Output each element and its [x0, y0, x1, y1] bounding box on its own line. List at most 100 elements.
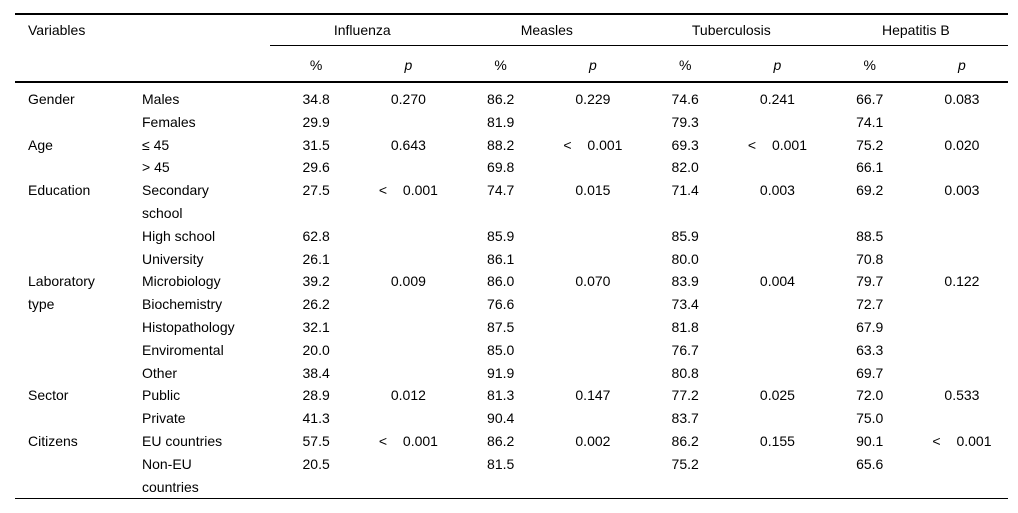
percent-value: 85.0 — [487, 341, 515, 358]
table-header: Variables Influenza Measles Tuberculosis… — [15, 14, 1009, 83]
percent-value: 57.5 — [302, 432, 330, 449]
percent-value: 79.7 — [856, 273, 884, 290]
p-value: 0.070 — [575, 273, 611, 290]
p-value — [731, 293, 823, 316]
p-value: 0.270 — [390, 91, 426, 107]
p-value: 0.147 — [575, 387, 611, 404]
variable-group-label: Citizens — [28, 432, 78, 449]
percent-subheader: % — [639, 45, 732, 83]
table-row: High school 62.8 85.9 85.9 88.5 — [15, 225, 1008, 248]
percent-value: 86.1 — [487, 250, 515, 267]
percent-value: 32.1 — [302, 318, 330, 335]
category-label: Non-EU countries — [142, 455, 199, 495]
p-value — [362, 316, 454, 339]
percent-value: 90.1 — [856, 432, 884, 449]
percent-value: 83.7 — [671, 410, 699, 427]
percent-value: 86.2 — [487, 432, 515, 449]
percent-value: 31.5 — [302, 136, 330, 153]
percent-value: 79.3 — [671, 113, 699, 130]
percent-value: 29.6 — [302, 159, 330, 176]
variable-group-label: Education — [28, 182, 91, 199]
percent-value: 29.9 — [302, 113, 330, 130]
p-value — [731, 453, 823, 499]
p-value — [362, 362, 454, 385]
percent-value: 87.5 — [487, 318, 515, 335]
p-value — [547, 156, 639, 179]
p-value — [547, 225, 639, 248]
percent-value: 20.5 — [302, 455, 330, 472]
p-value — [731, 407, 823, 430]
percent-subheader: % — [454, 45, 547, 83]
percent-value: 28.9 — [302, 387, 330, 404]
p-value — [547, 111, 639, 134]
disease-header-row: Variables Influenza Measles Tuberculosis… — [15, 14, 1009, 83]
category-label: Males — [142, 91, 180, 107]
category-label: EU countries — [142, 432, 223, 449]
p-value — [731, 339, 823, 362]
p-value — [731, 316, 823, 339]
p-subheader: p — [915, 45, 1009, 83]
table-body: Gender Males 34.8 0.270 86.2 0.229 74.6 0.241 66… — [15, 82, 1008, 499]
percent-value: 69.2 — [856, 182, 884, 199]
p-value — [547, 248, 639, 271]
table-row: Histopathology 32.1 87.5 81.8 67.9 — [15, 316, 1008, 339]
percent-value: 72.7 — [856, 296, 884, 313]
column-header-measles: Measles — [454, 14, 640, 46]
percent-value: 69.8 — [487, 159, 515, 176]
table-row: Education Secondary school 27.5 < 0.001 74.7… — [15, 179, 1008, 225]
p-value — [362, 248, 454, 271]
percent-value: 38.4 — [302, 364, 330, 381]
p-value: 0.533 — [944, 387, 980, 404]
percent-subheader: % — [270, 45, 363, 83]
p-value — [362, 225, 454, 248]
variable-group-label: Age — [28, 136, 53, 153]
table-row: Biochemistry 26.2 76.6 73.4 72.7 — [15, 293, 1008, 316]
variable-group-label: Gender — [28, 91, 75, 107]
variable-group-label: Sector — [28, 387, 69, 404]
p-value: 0.003 — [944, 182, 980, 199]
p-value: 0.229 — [575, 91, 611, 107]
percent-value: 39.2 — [302, 273, 330, 290]
p-value — [731, 362, 823, 385]
p-value: 0.122 — [944, 273, 980, 290]
p-value — [731, 248, 823, 271]
percent-value: 88.5 — [856, 227, 884, 244]
p-value — [547, 362, 639, 385]
percent-value: 74.1 — [856, 113, 884, 130]
p-value — [916, 339, 1008, 362]
column-header-tuberculosis: Tuberculosis — [639, 14, 824, 46]
percent-value: 74.6 — [671, 91, 699, 107]
category-label: Histopathology — [142, 318, 235, 335]
column-header-hepatitis-b: Hepatitis B — [823, 14, 1009, 46]
percent-value: 66.1 — [856, 159, 884, 176]
p-value — [916, 316, 1008, 339]
variable-group-label: Laboratory type — [28, 273, 95, 313]
p-value: 0.003 — [759, 182, 795, 199]
p-value: 0.643 — [390, 136, 426, 153]
subheader-row: % p % p % p % p — [15, 45, 1009, 83]
percent-value: 69.3 — [671, 136, 699, 153]
p-value — [547, 339, 639, 362]
category-label: Biochemistry — [142, 296, 223, 313]
p-value — [362, 339, 454, 362]
table-row: Gender Males 34.8 0.270 86.2 0.229 74.6 0.241 66… — [15, 82, 1008, 111]
p-value — [547, 453, 639, 499]
percent-value: 20.0 — [302, 341, 330, 358]
percent-value: 69.7 — [856, 364, 884, 381]
percent-value: 27.5 — [302, 182, 330, 199]
p-value: < 0.001 — [378, 182, 438, 199]
category-label: Secondary school — [142, 182, 209, 221]
p-value: < 0.001 — [747, 136, 807, 153]
category-label: Public — [142, 387, 181, 404]
table-row: Females 29.9 81.9 79.3 74.1 — [15, 111, 1008, 134]
percent-value: 76.7 — [671, 341, 699, 358]
percent-value: 26.2 — [302, 296, 330, 313]
percent-value: 70.8 — [856, 250, 884, 267]
percent-value: 80.8 — [671, 364, 699, 381]
p-value — [362, 293, 454, 316]
p-value — [362, 453, 454, 499]
category-label: > 45 — [142, 159, 170, 176]
p-subheader: p — [362, 45, 455, 83]
p-value — [731, 156, 823, 179]
percent-value: 88.2 — [487, 136, 515, 153]
